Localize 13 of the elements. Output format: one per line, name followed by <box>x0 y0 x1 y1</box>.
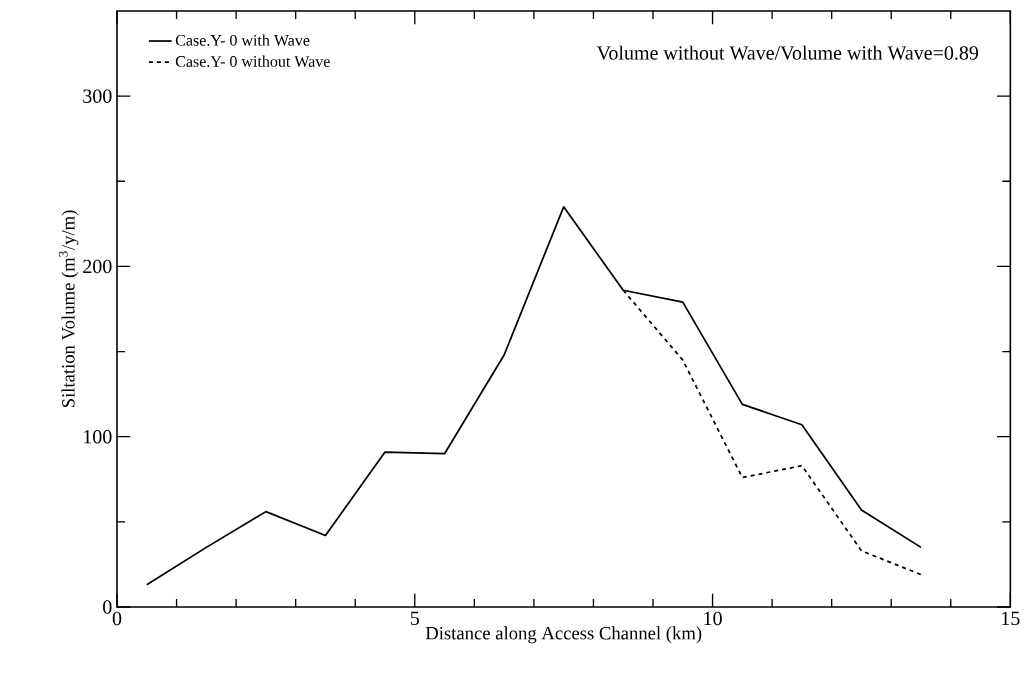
y-axis-title: Siltation Volume (m$^{3}$/y/m) <box>58 210 79 408</box>
x-axis-title: Distance along Access Channel (km) <box>425 626 702 644</box>
legend-label: Case.Y- 0 with Wave <box>175 34 310 46</box>
y-tick-label: 300 <box>83 89 112 103</box>
x-tick-label: 5 <box>410 611 419 625</box>
y-tick-label: 0 <box>103 600 112 614</box>
annotation: Volume without Wave/Volume with Wave=0.89 <box>596 45 979 60</box>
y-tick-label: 200 <box>83 259 112 274</box>
legend-label: Case.Y- 0 without Wave <box>175 55 330 67</box>
y-tick-label: 100 <box>84 429 112 444</box>
x-tick-label: 0 <box>112 611 122 626</box>
x-tick-label: 15 <box>1002 611 1020 626</box>
x-tick-label: 10 <box>704 611 722 626</box>
